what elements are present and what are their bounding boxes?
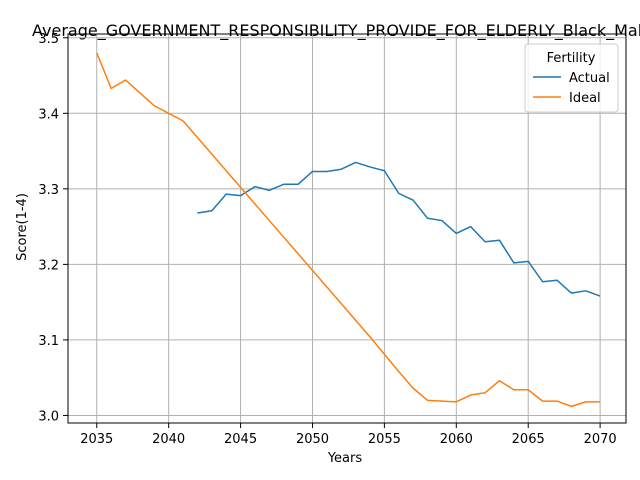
y-tick-label: 3.4 <box>38 107 59 122</box>
y-tick-label: 3.1 <box>38 334 59 349</box>
y-tick-label: 3.0 <box>38 409 59 424</box>
series-layer <box>96 52 601 408</box>
x-tick-label: 2055 <box>368 432 401 447</box>
legend-label-ideal: Ideal <box>569 91 601 106</box>
legend-box <box>524 43 619 113</box>
x-axis-label: Years <box>327 451 363 466</box>
x-tick-label: 2045 <box>224 432 257 447</box>
chart-title: Average_GOVERNMENT_RESPONSIBILITY_PROVID… <box>32 21 640 41</box>
legend-label-actual: Actual <box>569 71 610 86</box>
x-axis-ticks: 2035 2040 2045 2050 2055 2060 2065 2070 <box>80 423 617 447</box>
legend-entries: Actual Ideal <box>533 71 610 106</box>
y-tick-label: 3.5 <box>38 32 59 47</box>
x-tick-label: 2050 <box>296 432 329 447</box>
series-line-ideal <box>96 52 601 408</box>
series-line-actual <box>197 161 601 297</box>
y-tick-label: 3.3 <box>38 183 59 198</box>
y-axis-label: Score(1-4) <box>15 193 30 261</box>
x-tick-label: 2060 <box>440 432 473 447</box>
y-tick-label: 3.2 <box>38 258 59 273</box>
plot-frame <box>67 33 627 424</box>
x-tick-label: 2040 <box>152 432 185 447</box>
legend-title: Fertility <box>547 51 596 66</box>
x-tick-label: 2065 <box>512 432 545 447</box>
grid <box>68 34 626 423</box>
legend: Fertility Actual Ideal <box>524 43 619 113</box>
y-axis-ticks: 3.0 3.1 3.2 3.3 3.4 3.5 <box>38 32 68 424</box>
x-tick-label: 2035 <box>80 432 113 447</box>
x-tick-label: 2070 <box>584 432 617 447</box>
